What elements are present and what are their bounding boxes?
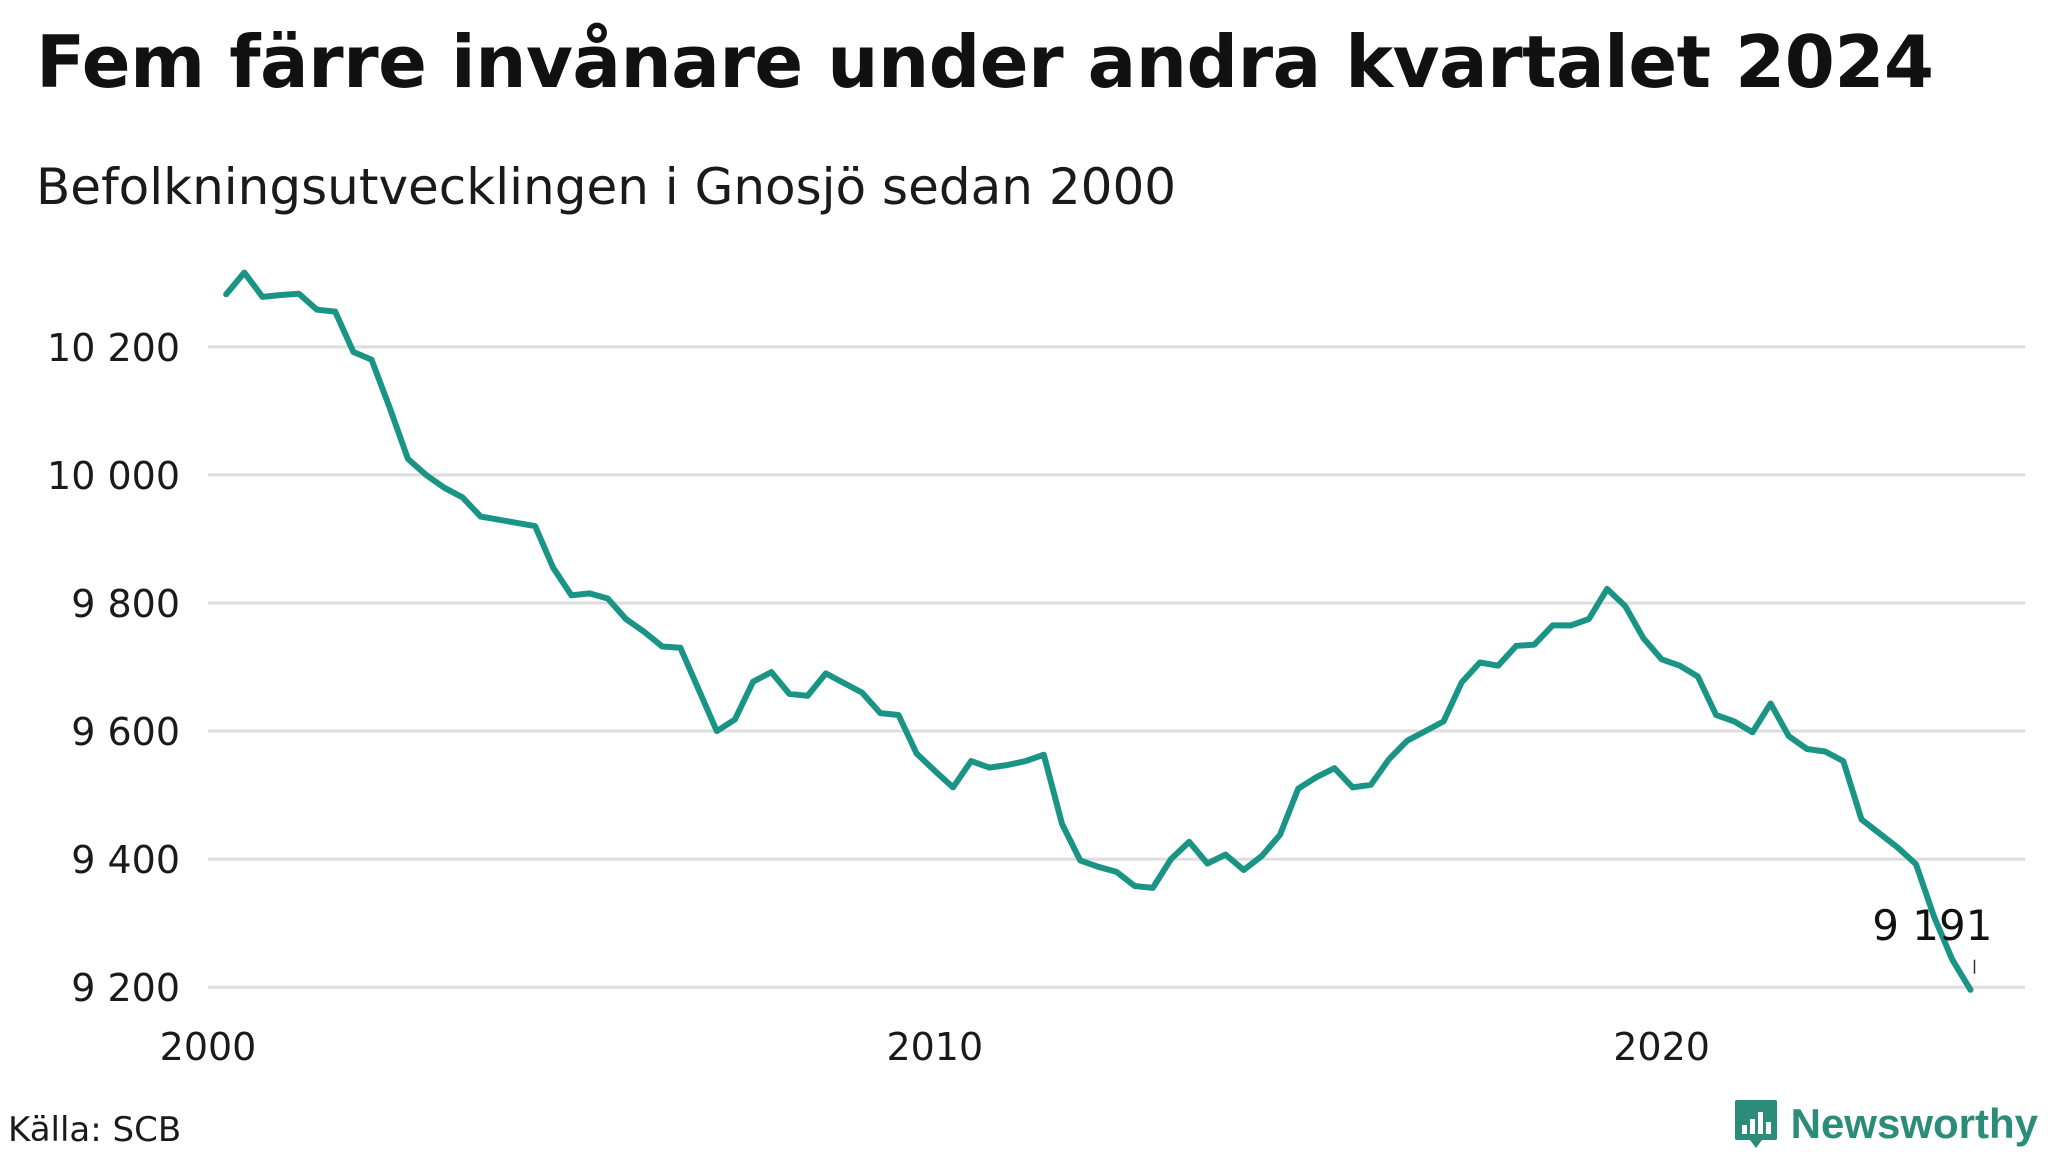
y-tick-label: 9 600 <box>71 710 180 754</box>
y-axis-tick-labels: 9 200 9 400 9 600 9 800 10 000 10 200 <box>47 326 180 1010</box>
chart-title: Fem färre invånare under andra kvartalet… <box>36 20 1934 104</box>
y-tick-label: 9 200 <box>71 966 180 1010</box>
brand-name: Newsworthy <box>1790 1100 2038 1147</box>
x-axis-tick-labels: 2000 2010 2020 <box>160 1025 1710 1069</box>
population-line <box>223 269 1974 993</box>
x-tick-label: 2020 <box>1613 1025 1710 1069</box>
newsworthy-logo: Newsworthy <box>1733 1098 2038 1150</box>
y-tick-label: 9 800 <box>71 582 180 626</box>
x-tick-label: 2000 <box>160 1025 257 1069</box>
y-tick-label: 10 000 <box>47 454 180 498</box>
chart-subtitle: Befolkningsutvecklingen i Gnosjö sedan 2… <box>36 158 1177 216</box>
source-note: Källa: SCB <box>8 1110 182 1150</box>
y-tick-label: 9 400 <box>71 838 180 882</box>
y-tick-label: 10 200 <box>47 326 180 370</box>
newsworthy-logo-icon <box>1734 1100 1777 1148</box>
gridlines <box>208 345 2025 989</box>
x-tick-label: 2010 <box>886 1025 983 1069</box>
end-value-label: 9 191 <box>1872 901 1992 950</box>
